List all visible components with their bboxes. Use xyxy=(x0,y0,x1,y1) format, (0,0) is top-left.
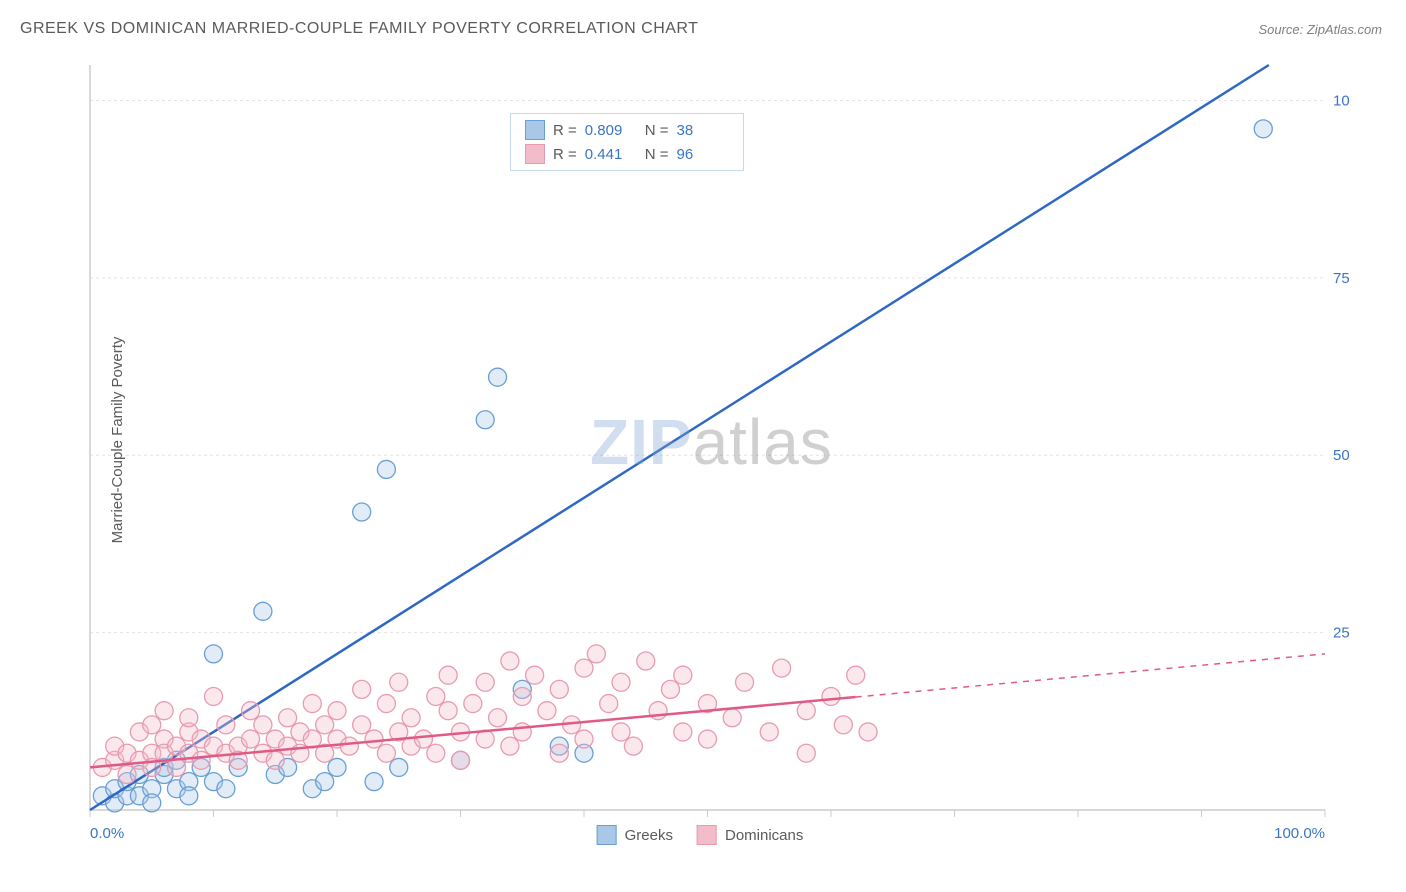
legend-row-dominicans: R = 0.441 N = 96 xyxy=(525,142,729,166)
scatter-chart: 25.0% 50.0% 75.0% 100.0% 0.0% 100.0% xyxy=(50,55,1350,845)
legend-item-dominicans: Dominicans xyxy=(697,825,803,845)
legend-row-greeks: R = 0.809 N = 38 xyxy=(525,118,729,142)
legend-item-greeks: Greeks xyxy=(597,825,673,845)
legend-series: Greeks Dominicans xyxy=(597,825,804,845)
svg-text:50.0%: 50.0% xyxy=(1333,447,1350,464)
n-value-greeks: 38 xyxy=(677,122,729,139)
r-value-dominicans: 0.441 xyxy=(585,146,637,163)
plot-container: 25.0%50.0%75.0%100.0%0.0%100.0% ZIPatlas… xyxy=(50,55,1350,845)
svg-text:0.0%: 0.0% xyxy=(90,825,124,842)
r-label: R = xyxy=(553,122,577,139)
r-label: R = xyxy=(553,146,577,163)
n-label: N = xyxy=(645,146,669,163)
n-value-dominicans: 96 xyxy=(677,146,729,163)
n-label: N = xyxy=(645,122,669,139)
y-axis-label: Married-Couple Family Poverty xyxy=(109,337,126,544)
source-attribution: Source: ZipAtlas.com xyxy=(1258,22,1382,37)
svg-text:100.0%: 100.0% xyxy=(1274,825,1325,842)
svg-text:75.0%: 75.0% xyxy=(1333,270,1350,287)
swatch-greeks xyxy=(525,120,545,140)
legend-label-greeks: Greeks xyxy=(625,827,673,844)
swatch-dominicans xyxy=(525,144,545,164)
svg-text:25.0%: 25.0% xyxy=(1333,625,1350,642)
swatch-dominicans-bottom xyxy=(697,825,717,845)
r-value-greeks: 0.809 xyxy=(585,122,637,139)
chart-title: GREEK VS DOMINICAN MARRIED-COUPLE FAMILY… xyxy=(20,20,698,38)
legend-correlation-box: R = 0.809 N = 38 R = 0.441 N = 96 xyxy=(510,113,744,171)
legend-label-dominicans: Dominicans xyxy=(725,827,803,844)
svg-text:100.0%: 100.0% xyxy=(1333,92,1350,109)
swatch-greeks-bottom xyxy=(597,825,617,845)
